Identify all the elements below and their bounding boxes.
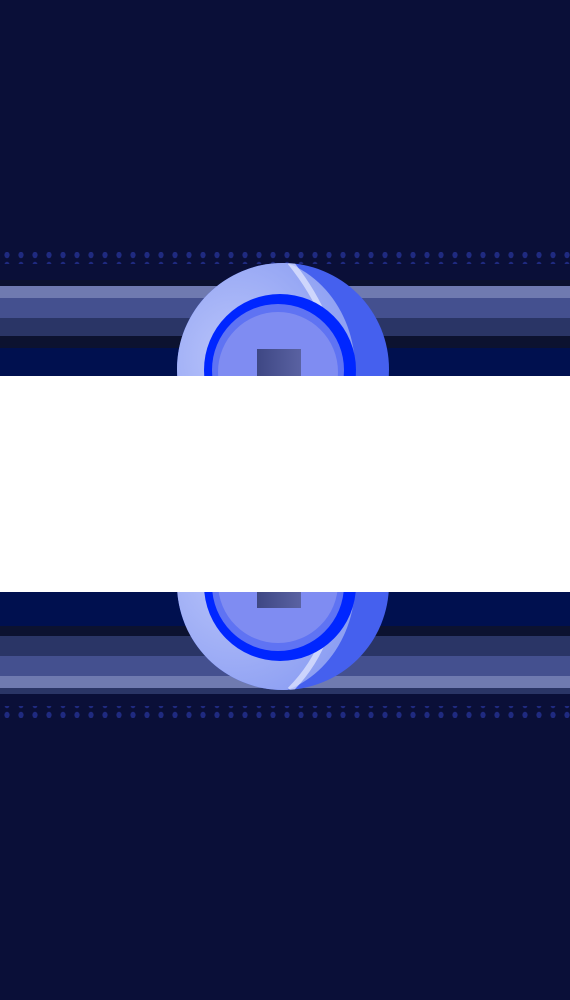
bottom-stripe-shadow xyxy=(0,688,570,694)
pause-bar-bottom xyxy=(257,588,301,608)
top-dot-row xyxy=(0,252,570,264)
pause-bar-top xyxy=(257,349,301,379)
center-panel xyxy=(0,376,570,592)
bottom-dot-row xyxy=(0,706,570,718)
